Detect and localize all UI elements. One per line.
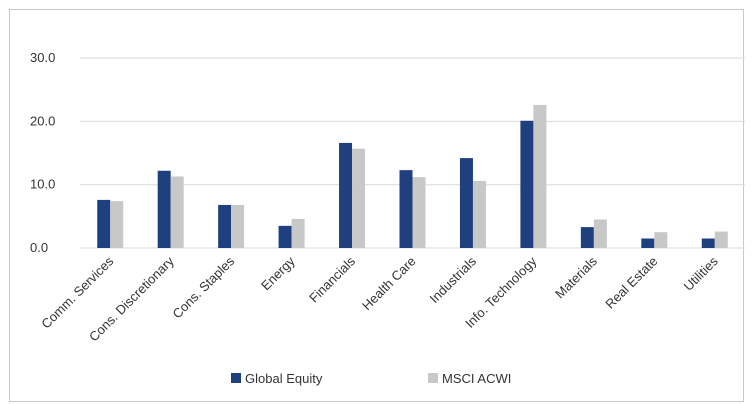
bar-msci-acwi [110,201,124,248]
legend-swatch [428,373,438,383]
legend-swatch [231,373,241,383]
category-label: Health Care [359,254,419,314]
category-label: Industrials [427,253,480,306]
bar-global-equity [520,120,534,248]
bar-global-equity [97,199,111,248]
y-tick-label: 20.0 [30,113,55,128]
bar-msci-acwi [170,176,184,248]
category-label: Cons. Staples [169,253,237,321]
bar-global-equity [157,170,171,248]
category-label: Utilities [681,253,722,294]
bar-msci-acwi [714,231,728,248]
bar-msci-acwi [533,104,547,248]
bar-msci-acwi [412,177,426,248]
bar-msci-acwi [291,218,305,248]
bar-msci-acwi [352,148,366,248]
bar-global-equity [278,225,292,248]
category-label: Financials [306,253,358,305]
bar-global-equity [459,158,473,248]
chart-frame [9,9,744,402]
y-tick-label: 30.0 [30,50,55,65]
bar-global-equity [580,227,594,248]
bar-global-equity [701,238,715,248]
y-tick-label: 0.0 [30,240,48,255]
bar-msci-acwi [654,232,668,248]
legend-label: MSCI ACWI [442,371,511,386]
category-label: Energy [258,253,298,293]
bar-global-equity [339,142,353,248]
bar-global-equity [641,238,655,248]
bar-msci-acwi [593,219,607,248]
bar-msci-acwi [472,180,486,248]
category-label: Real Estate [602,254,660,312]
bar-global-equity [399,170,413,248]
bar-global-equity [218,204,232,248]
bar-msci-acwi [231,204,245,248]
y-tick-label: 10.0 [30,177,55,192]
legend-label: Global Equity [245,371,323,386]
category-label: Materials [552,253,600,301]
